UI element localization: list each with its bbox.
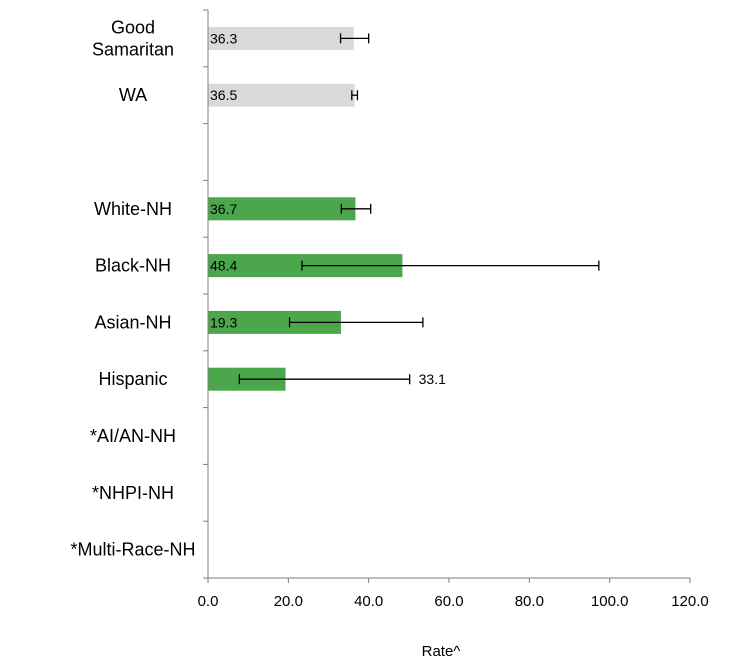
data-label-hispanic: 33.1 xyxy=(419,371,446,387)
category-label-black-nh: Black-NH xyxy=(95,256,171,276)
x-axis-title: Rate^ xyxy=(422,643,461,660)
category-label-multi-race-nh: *Multi-Race-NH xyxy=(70,540,195,560)
category-label-good-samaritan: Good Samaritan xyxy=(92,17,174,59)
x-tick-label: 80.0 xyxy=(515,593,544,610)
data-label-black-nh: 48.4 xyxy=(210,258,237,274)
x-tick-label: 100.0 xyxy=(591,593,629,610)
x-tick-label: 0.0 xyxy=(198,593,219,610)
data-label-asian-nh: 19.3 xyxy=(210,314,237,330)
data-label-good-samaritan: 36.3 xyxy=(210,30,237,46)
x-tick-label: 20.0 xyxy=(274,593,303,610)
data-labels-layer: 36.3 36.5 36.7 48.4 19.3 33.1 xyxy=(210,30,446,387)
category-labels-layer: Good Samaritan WA White-NH Black-NH Asian-NH H… xyxy=(70,17,195,559)
category-label-wa: WA xyxy=(119,85,147,105)
axes-layer xyxy=(203,9,691,583)
data-label-white-nh: 36.7 xyxy=(210,201,237,217)
category-label-white-nh: White-NH xyxy=(94,199,172,219)
category-label-hispanic: Hispanic xyxy=(98,369,167,389)
x-tick-label: 60.0 xyxy=(434,593,463,610)
bar-asian-nh xyxy=(208,310,341,334)
bar-good-samaritan xyxy=(208,26,354,50)
errorbars-layer xyxy=(238,33,600,385)
x-tick-label: 120.0 xyxy=(671,593,709,610)
bar-wa xyxy=(208,83,355,107)
bar-white-nh xyxy=(208,197,356,221)
category-label-ai-an-nh: *AI/AN-NH xyxy=(90,426,176,446)
data-label-wa: 36.5 xyxy=(210,87,237,103)
category-label-asian-nh: Asian-NH xyxy=(94,312,171,332)
category-label-nhpi-nh: *NHPI-NH xyxy=(92,483,174,503)
x-tick-label: 40.0 xyxy=(354,593,383,610)
x-tick-labels-layer: 0.0 20.0 40.0 60.0 80.0 100.0 120.0 xyxy=(198,593,709,610)
